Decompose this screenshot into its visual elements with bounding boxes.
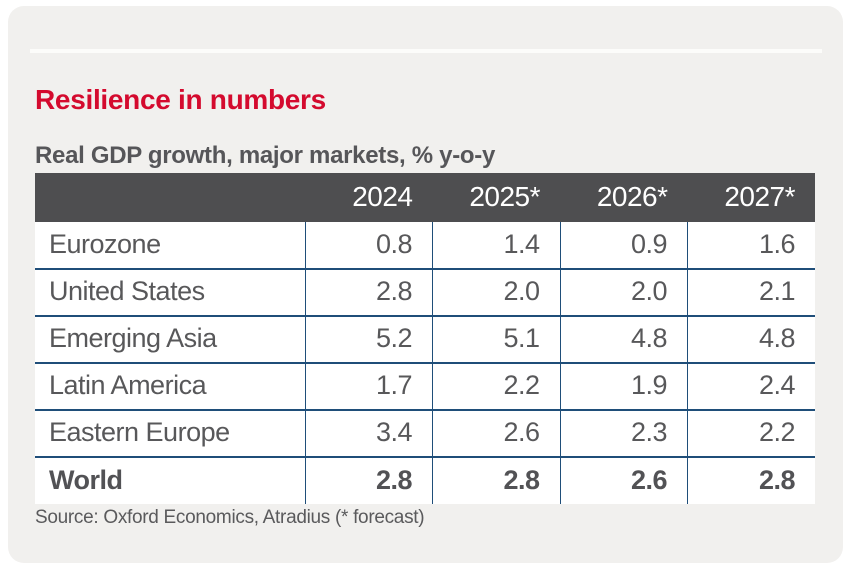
row-label: World	[35, 456, 306, 504]
cell-value: 1.4	[432, 222, 561, 270]
cell-value: 2.2	[687, 409, 815, 458]
row-label: Latin America	[35, 362, 306, 411]
cell-value: 2.6	[559, 456, 688, 504]
year-column-header: 2027*	[687, 173, 815, 222]
row-label: Emerging Asia	[35, 315, 306, 364]
cell-value: 0.9	[559, 222, 688, 270]
cell-value: 4.8	[687, 315, 815, 364]
figure-title: Resilience in numbers	[35, 84, 326, 115]
cell-value: 5.2	[304, 315, 433, 364]
cell-value: 2.3	[559, 409, 688, 458]
table-row-united-states: United States 2.8 2.0 2.0 2.1	[35, 268, 815, 317]
cell-value: 1.9	[559, 362, 688, 411]
cell-value: 4.8	[559, 315, 688, 364]
table-row-eurozone: Eurozone 0.8 1.4 0.9 1.6	[35, 222, 815, 270]
cell-value: 1.6	[687, 222, 815, 270]
table-row-eastern-europe: Eastern Europe 3.4 2.6 2.3 2.2	[35, 409, 815, 458]
cell-value: 1.7	[304, 362, 433, 411]
content-card: Resilience in numbers Real GDP growth, m…	[8, 6, 843, 563]
figure-subtitle: Real GDP growth, major markets, % y-o-y	[35, 142, 495, 169]
year-column-header: 2024	[305, 173, 433, 222]
gdp-growth-table: 2024 2025* 2026* 2027* Eurozone 0.8 1.4 …	[35, 173, 815, 504]
table-header-row: 2024 2025* 2026* 2027*	[35, 173, 815, 222]
cell-value: 2.4	[687, 362, 815, 411]
table-row-latin-america: Latin America 1.7 2.2 1.9 2.4	[35, 362, 815, 411]
row-label: Eurozone	[35, 222, 306, 270]
year-column-header: 2026*	[560, 173, 688, 222]
cell-value: 2.0	[432, 268, 561, 317]
cell-value: 5.1	[432, 315, 561, 364]
cell-value: 2.6	[432, 409, 561, 458]
table-row-emerging-asia: Emerging Asia 5.2 5.1 4.8 4.8	[35, 315, 815, 364]
year-column-header: 2025*	[432, 173, 560, 222]
cell-value: 2.2	[432, 362, 561, 411]
region-column-header	[35, 173, 305, 222]
table-row-world: World 2.8 2.8 2.6 2.8	[35, 456, 815, 504]
source-note: Source: Oxford Economics, Atradius (* fo…	[35, 507, 425, 528]
cell-value: 3.4	[304, 409, 433, 458]
top-divider	[30, 49, 822, 53]
cell-value: 2.8	[304, 268, 433, 317]
cell-value: 2.0	[559, 268, 688, 317]
cell-value: 2.8	[432, 456, 561, 504]
row-label: Eastern Europe	[35, 409, 306, 458]
cell-value: 2.1	[687, 268, 815, 317]
cell-value: 0.8	[304, 222, 433, 270]
row-label: United States	[35, 268, 306, 317]
cell-value: 2.8	[687, 456, 815, 504]
cell-value: 2.8	[304, 456, 433, 504]
